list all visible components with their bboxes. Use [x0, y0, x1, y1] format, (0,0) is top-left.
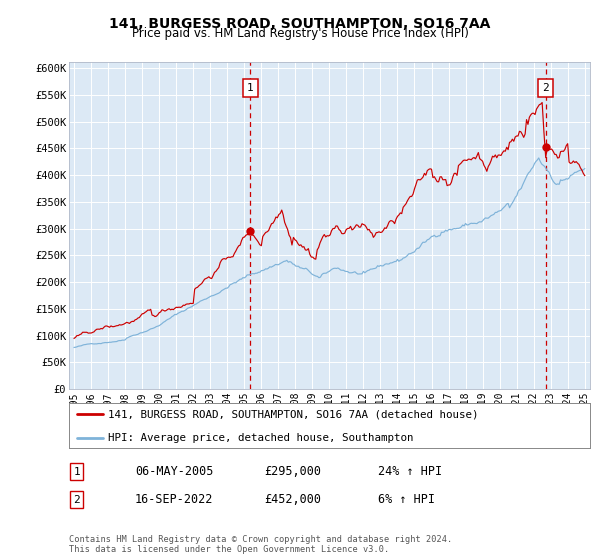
Text: 2: 2	[542, 83, 549, 93]
Text: 141, BURGESS ROAD, SOUTHAMPTON, SO16 7AA (detached house): 141, BURGESS ROAD, SOUTHAMPTON, SO16 7AA…	[108, 409, 479, 419]
Text: 1: 1	[73, 466, 80, 477]
Text: 24% ↑ HPI: 24% ↑ HPI	[378, 465, 442, 478]
Text: 06-MAY-2005: 06-MAY-2005	[135, 465, 214, 478]
Text: Price paid vs. HM Land Registry's House Price Index (HPI): Price paid vs. HM Land Registry's House …	[131, 27, 469, 40]
Text: HPI: Average price, detached house, Southampton: HPI: Average price, detached house, Sout…	[108, 433, 413, 443]
Text: 1: 1	[247, 83, 254, 93]
Text: 141, BURGESS ROAD, SOUTHAMPTON, SO16 7AA: 141, BURGESS ROAD, SOUTHAMPTON, SO16 7AA	[109, 17, 491, 31]
Text: 16-SEP-2022: 16-SEP-2022	[135, 493, 214, 506]
Text: 6% ↑ HPI: 6% ↑ HPI	[378, 493, 435, 506]
Text: £452,000: £452,000	[264, 493, 321, 506]
Text: £295,000: £295,000	[264, 465, 321, 478]
Text: Contains HM Land Registry data © Crown copyright and database right 2024.
This d: Contains HM Land Registry data © Crown c…	[69, 535, 452, 554]
Text: 2: 2	[73, 494, 80, 505]
